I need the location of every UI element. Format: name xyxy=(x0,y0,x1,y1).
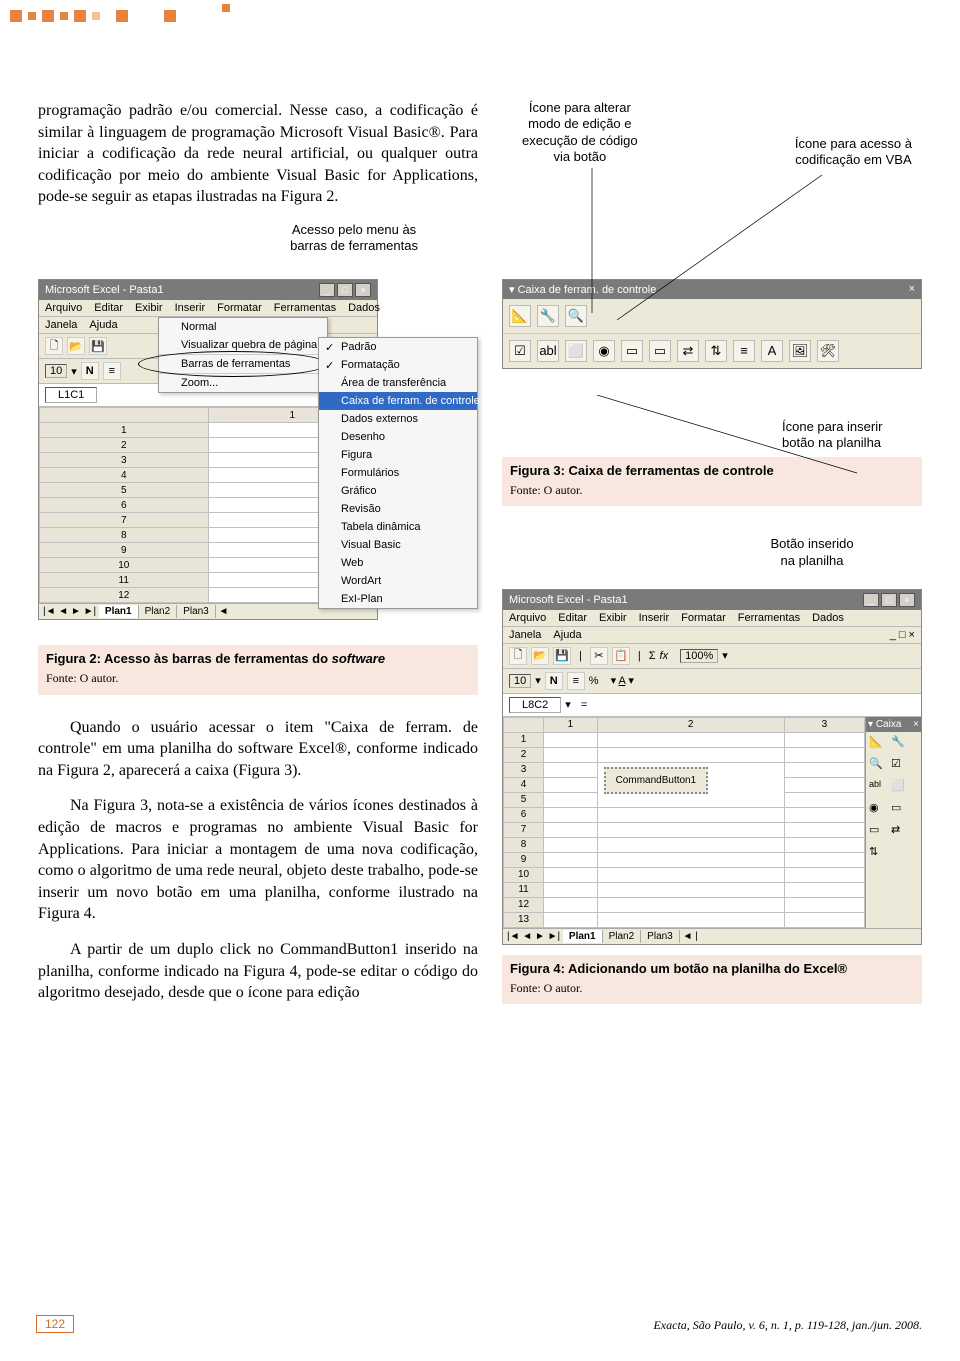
tb-design-icon[interactable]: 📐 xyxy=(869,735,889,755)
tb-text-icon[interactable]: abl xyxy=(869,779,889,799)
view-code-icon[interactable]: 🔍 xyxy=(565,305,587,327)
close-icon[interactable]: × xyxy=(355,283,371,297)
tb-list-icon[interactable]: ▭ xyxy=(891,801,911,821)
scrollbar-icon[interactable]: ≡ xyxy=(733,340,755,362)
fig4-excel-window: Microsoft Excel - Pasta1 _ □ × Arquivo E… xyxy=(502,589,922,945)
tb-check-icon[interactable]: ☑ xyxy=(891,757,911,777)
fig3-toolbox: ▾ Caixa de ferram. de controle × 📐 🔧 🔍 ☑… xyxy=(502,279,922,369)
fig4-cellref: L8C2 xyxy=(509,697,561,713)
bold-icon[interactable]: N xyxy=(81,362,99,380)
fig2-view-menu[interactable]: Normal Visualizar quebra de página Barra… xyxy=(158,317,328,393)
fig4-menubar[interactable]: Arquivo Editar Exibir Inserir Formatar F… xyxy=(503,610,921,627)
fig4-menubar2[interactable]: Janela Ajuda _ □ × xyxy=(503,627,921,644)
maximize-icon[interactable]: □ xyxy=(881,593,897,607)
fig4-titlebar: Microsoft Excel - Pasta1 _ □ × xyxy=(503,590,921,610)
new-icon[interactable]: 🗋 xyxy=(509,647,527,665)
combobox-icon[interactable]: ▭ xyxy=(649,340,671,362)
maximize-icon[interactable]: □ xyxy=(337,283,353,297)
tb-toggle-icon[interactable]: ⇄ xyxy=(891,823,911,843)
cell-ref: L1C1 xyxy=(45,387,97,403)
tb-opt-icon[interactable]: ◉ xyxy=(869,801,889,821)
fig2-title-text: Microsoft Excel - Pasta1 xyxy=(45,284,164,296)
commandbutton-icon[interactable]: ⬜ xyxy=(565,340,587,362)
fig2-caption: Figura 2: Acesso às barras de ferramenta… xyxy=(38,645,478,694)
tb-combo-icon[interactable]: ▭ xyxy=(869,823,889,843)
save-icon[interactable]: 💾 xyxy=(89,337,107,355)
page-number: 122 xyxy=(36,1315,74,1333)
fig4-toolbar2[interactable]: 10▾ N ≡ % ▾ A ▾ xyxy=(503,669,921,694)
new-icon[interactable]: 🗋 xyxy=(45,337,63,355)
design-mode-icon[interactable]: 📐 xyxy=(509,305,531,327)
paragraph-3: Na Figura 3, nota-se a existência de vár… xyxy=(38,795,478,925)
annot-alterar-modo: Ícone para alterar modo de edição e exec… xyxy=(522,100,638,165)
togglebutton-icon[interactable]: ⇄ xyxy=(677,340,699,362)
tb-props-icon[interactable]: 🔧 xyxy=(891,735,911,755)
tb-btn-icon[interactable]: ⬜ xyxy=(891,779,911,799)
fig3-caption: Figura 3: Caixa de ferramentas de contro… xyxy=(502,457,922,506)
bold-icon[interactable]: N xyxy=(545,672,563,690)
align-icon[interactable]: ≡ xyxy=(103,362,121,380)
fig2-menubar[interactable]: Arquivo Editar Exibir Inserir Formatar F… xyxy=(39,300,377,317)
fig2-toolbars-submenu[interactable]: Padrão Formatação Área de transferência … xyxy=(318,337,478,609)
textbox-icon[interactable]: abl xyxy=(537,340,559,362)
properties-icon[interactable]: 🔧 xyxy=(537,305,559,327)
fig4-sheet-tabs[interactable]: |◄ ◄ ► ►| Plan1Plan2Plan3 ◄ | xyxy=(503,928,921,944)
align-icon[interactable]: ≡ xyxy=(567,672,585,690)
spinbutton-icon[interactable]: ⇅ xyxy=(705,340,727,362)
annot-vba: Ícone para acesso à codificação em VBA xyxy=(795,136,912,169)
save-icon[interactable]: 💾 xyxy=(553,647,571,665)
fig4-grid[interactable]: 123 1 2 3 CommandButton1 4 5 6 7 8 9 10 xyxy=(503,717,865,928)
fig4-caption: Figura 4: Adicionando um botão na planil… xyxy=(502,955,922,1004)
tb-code-icon[interactable]: 🔍 xyxy=(869,757,889,777)
paragraph-2: Quando o usuário acessar o item "Caixa d… xyxy=(38,717,478,782)
label-icon[interactable]: A xyxy=(761,340,783,362)
annot-inserir: Ícone para inserir botão na planilha xyxy=(782,419,922,452)
more-controls-icon[interactable]: 🛠 xyxy=(817,340,839,362)
fig2-titlebar: Microsoft Excel - Pasta1 _ □ × xyxy=(39,280,377,300)
tb-spin-icon[interactable]: ⇅ xyxy=(869,845,889,865)
fig4-toolbar[interactable]: 🗋 📂 💾 | ✂ 📋 | Σ fx 100%▾ xyxy=(503,644,921,669)
close-icon[interactable]: × xyxy=(899,593,915,607)
paragraph-1: programação padrão e/ou comercial. Nesse… xyxy=(38,100,478,208)
minimize-icon[interactable]: _ xyxy=(863,593,879,607)
annot-botao: Botão inserido na planilha xyxy=(702,536,922,569)
footer-citation: Exacta, São Paulo, v. 6, n. 1, p. 119-12… xyxy=(653,1318,922,1333)
copy-icon[interactable]: 📋 xyxy=(612,647,630,665)
image-icon[interactable]: 🖼 xyxy=(789,340,811,362)
header-decoration xyxy=(10,10,230,22)
minimize-icon[interactable]: _ xyxy=(319,283,335,297)
annot-menu-access: Acesso pelo menu às barras de ferramenta… xyxy=(290,222,418,255)
open-icon[interactable]: 📂 xyxy=(531,647,549,665)
open-icon[interactable]: 📂 xyxy=(67,337,85,355)
fig3-toolbox-title: ▾ Caixa de ferram. de controle × xyxy=(503,280,921,299)
close-icon[interactable]: × xyxy=(913,719,919,730)
command-button[interactable]: CommandButton1 xyxy=(604,767,709,794)
close-icon[interactable]: × xyxy=(909,283,915,296)
checkbox-icon[interactable]: ☑ xyxy=(509,340,531,362)
paragraph-4: A partir de um duplo click no CommandBut… xyxy=(38,939,478,1004)
optionbutton-icon[interactable]: ◉ xyxy=(593,340,615,362)
cut-icon[interactable]: ✂ xyxy=(590,647,608,665)
listbox-icon[interactable]: ▭ xyxy=(621,340,643,362)
